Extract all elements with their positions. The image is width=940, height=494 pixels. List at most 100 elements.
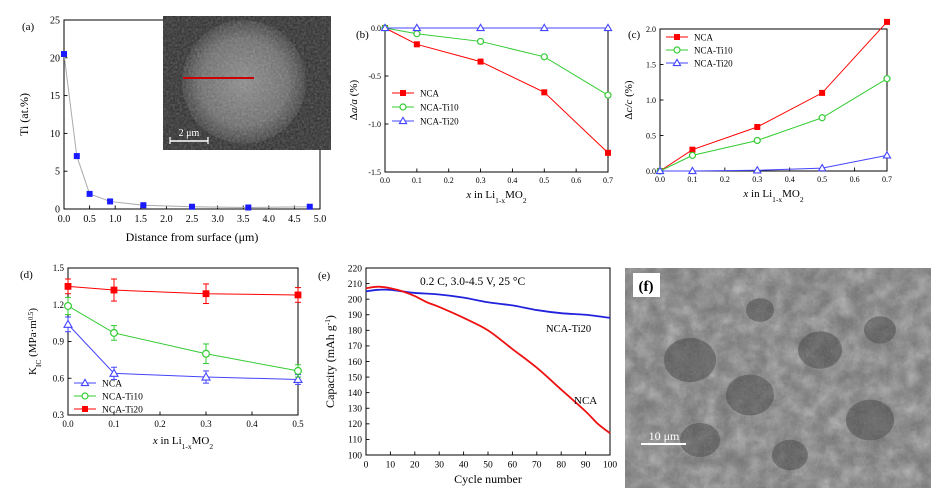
x-tick-label: 30 [434, 461, 444, 471]
data-point [884, 18, 890, 25]
y-tick-label: 200 [348, 295, 363, 305]
legend-label: NCA [694, 33, 714, 43]
data-point [655, 166, 665, 175]
x-axis-label: Distance from surface (μm) [126, 230, 259, 244]
y-axis-label: Capacity (mAh g-1) [323, 315, 338, 408]
data-point [476, 23, 486, 32]
y-tick-label: 160 [348, 358, 363, 368]
series-line [365, 285, 611, 434]
sem-inset: 2 μm [163, 16, 331, 150]
y-tick-label: 25 [50, 16, 60, 27]
data-point [413, 41, 420, 48]
data-point [189, 203, 195, 210]
data-point [817, 163, 827, 172]
data-point [63, 319, 73, 328]
data-point [109, 368, 119, 377]
data-point [476, 37, 485, 46]
series-label: NCA [574, 395, 597, 407]
x-tick-label: 0.1 [108, 419, 119, 429]
x-tick-label: 100 [603, 461, 618, 471]
panel-label: (d) [20, 269, 33, 281]
legend-label: NCA-Ti10 [694, 46, 733, 56]
x-tick-label: 0.2 [720, 175, 730, 184]
x-tick-label: 0 [364, 461, 369, 471]
x-tick-label: 0.4 [246, 419, 258, 429]
y-tick-label: 0 [55, 205, 60, 216]
data-point [61, 51, 67, 58]
data-point [413, 30, 421, 38]
x-axis-label: x in Li1-xMO2 [152, 435, 213, 451]
data-point [73, 153, 80, 160]
y-tick-label: -0.5 [368, 72, 381, 81]
data-point [140, 202, 147, 209]
x-axis-label: Cycle number [454, 472, 522, 486]
data-point [110, 286, 118, 294]
x-tick-label: 0.3 [200, 419, 212, 429]
panel-c: 0.0 0.1 0.2 0.3 0.4 0.5 0.6 0.7 0.0 0.5 1.0 1.5 2.0 x… [623, 18, 892, 204]
data-point [294, 291, 302, 299]
x-tick-label: 0.4 [507, 176, 517, 185]
x-tick-label: 0.5 [292, 419, 304, 429]
x-tick-label: 1.0 [109, 214, 122, 225]
data-point [294, 366, 303, 375]
data-point [818, 114, 826, 122]
x-tick-label: 2.0 [160, 214, 173, 225]
x-tick-label: 0.6 [850, 175, 860, 184]
y-tick-label: 0.0 [371, 24, 381, 33]
scale-label: 2 μm [179, 128, 200, 139]
y-axis-label: KIC (MPa·m0.5) [27, 308, 43, 375]
x-tick-label: 4.5 [288, 214, 301, 225]
x-tick-label: 0.0 [380, 176, 390, 185]
panel-label: (b) [356, 29, 369, 41]
scale-label: 10 μm [649, 429, 680, 443]
y-axis-label: Δc/c (%) [623, 80, 635, 119]
y-tick-label: 0.9 [53, 337, 65, 347]
y-tick-label: 180 [348, 327, 363, 337]
data-point [672, 58, 682, 67]
y-axis-label: Ti (at.%) [17, 93, 31, 136]
series-line [67, 324, 299, 380]
x-tick-label: 0.1 [412, 176, 422, 185]
plot-frame [384, 27, 609, 173]
data-point [80, 378, 90, 387]
y-tick-label: 130 [348, 405, 363, 415]
data-point [82, 406, 88, 412]
x-tick-label: 0.3 [476, 176, 486, 185]
x-tick-label: 0.1 [687, 175, 697, 184]
y-tick-label: 1.0 [646, 96, 656, 105]
data-point [753, 136, 761, 145]
y-tick-label: 20 [50, 53, 60, 64]
y-tick-label: 210 [348, 280, 363, 290]
panel-label: (f) [639, 279, 654, 295]
x-tick-label: 90 [581, 461, 591, 471]
y-tick-label: 5 [55, 167, 60, 178]
series-line [67, 285, 299, 296]
x-tick-label: 0.2 [154, 419, 165, 429]
data-point [882, 150, 892, 159]
data-point [109, 328, 118, 337]
particle-texture [182, 20, 306, 144]
data-point [86, 190, 93, 197]
x-tick-label: 0.3 [752, 175, 762, 184]
data-point [63, 301, 72, 310]
panel-a: 0.0 0.5 1.0 1.5 2.0 2.5 3.0 3.5 4.0 4.5 5.0 0 5 10 15 2… [17, 16, 331, 244]
data-point [689, 146, 696, 153]
data-point [604, 91, 612, 99]
x-axis-label: x in Li1-xMO2 [465, 189, 526, 205]
x-tick-label: 20 [410, 461, 420, 471]
sem-grain [625, 268, 931, 488]
data-point [673, 46, 681, 54]
data-point [306, 203, 313, 210]
data-point [477, 58, 484, 65]
x-tick-label: 60 [508, 461, 518, 471]
data-point [380, 23, 390, 32]
x-axis-label: x in Li1-xMO2 [742, 188, 803, 204]
x-tick-label: 0.5 [539, 176, 549, 185]
data-point [688, 151, 697, 159]
data-point [201, 371, 211, 381]
x-tick-label: 0.4 [785, 175, 795, 184]
y-tick-label: 140 [348, 389, 363, 399]
panel-d: 0.0 0.1 0.2 0.3 0.4 0.5 0.3 0.6 0.9 1.2 1.5 x in Li… [20, 263, 304, 450]
y-tick-label: 190 [348, 311, 363, 321]
